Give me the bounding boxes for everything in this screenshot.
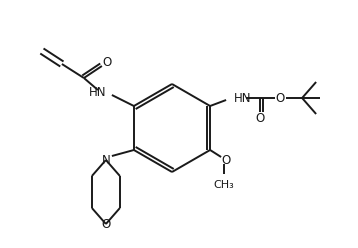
Text: N: N bbox=[102, 154, 110, 166]
Text: O: O bbox=[102, 56, 112, 68]
Text: O: O bbox=[275, 92, 285, 104]
Text: O: O bbox=[256, 112, 265, 124]
Text: HN: HN bbox=[88, 86, 106, 98]
Text: O: O bbox=[101, 217, 111, 230]
Text: O: O bbox=[222, 154, 231, 166]
Text: HN: HN bbox=[234, 92, 252, 104]
Text: CH₃: CH₃ bbox=[214, 180, 234, 190]
